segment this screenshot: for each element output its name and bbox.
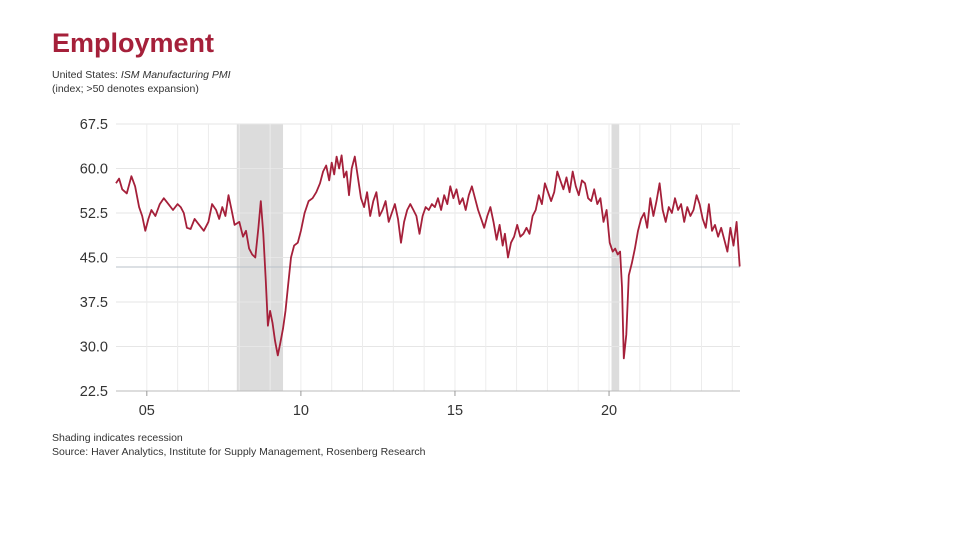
shading-note: Shading indicates recession [52,432,183,444]
y-tick-label-3: 45.0 [80,251,108,267]
subtitle-series: ISM Manufacturing PMI [120,69,231,81]
y-tick-label-1: 60.0 [80,162,108,178]
x-tick-label-3: 20 [601,403,617,419]
y-tick-label-5: 30.0 [80,340,108,356]
x-tick-label-0: 05 [139,403,155,419]
chart-subtitle: United States: ISM Manufacturing PMI (in… [52,68,231,96]
x-tick-label-1: 10 [293,403,309,419]
y-tick-label-2: 52.5 [80,206,108,222]
y-tick-label-0: 67.5 [80,117,108,133]
y-tick-label-4: 37.5 [80,295,108,311]
subtitle-country: United States: [52,69,118,81]
series-line-0 [115,154,741,360]
chart-footer: Shading indicates recession Source: Have… [52,431,426,459]
y-tick-label-6: 22.5 [80,384,108,400]
chart-title: Employment [52,28,215,58]
x-tick-label-2: 15 [447,403,463,419]
source-note: Source: Haver Analytics, Institute for S… [52,446,426,458]
subtitle-note: (index; >50 denotes expansion) [52,83,199,95]
